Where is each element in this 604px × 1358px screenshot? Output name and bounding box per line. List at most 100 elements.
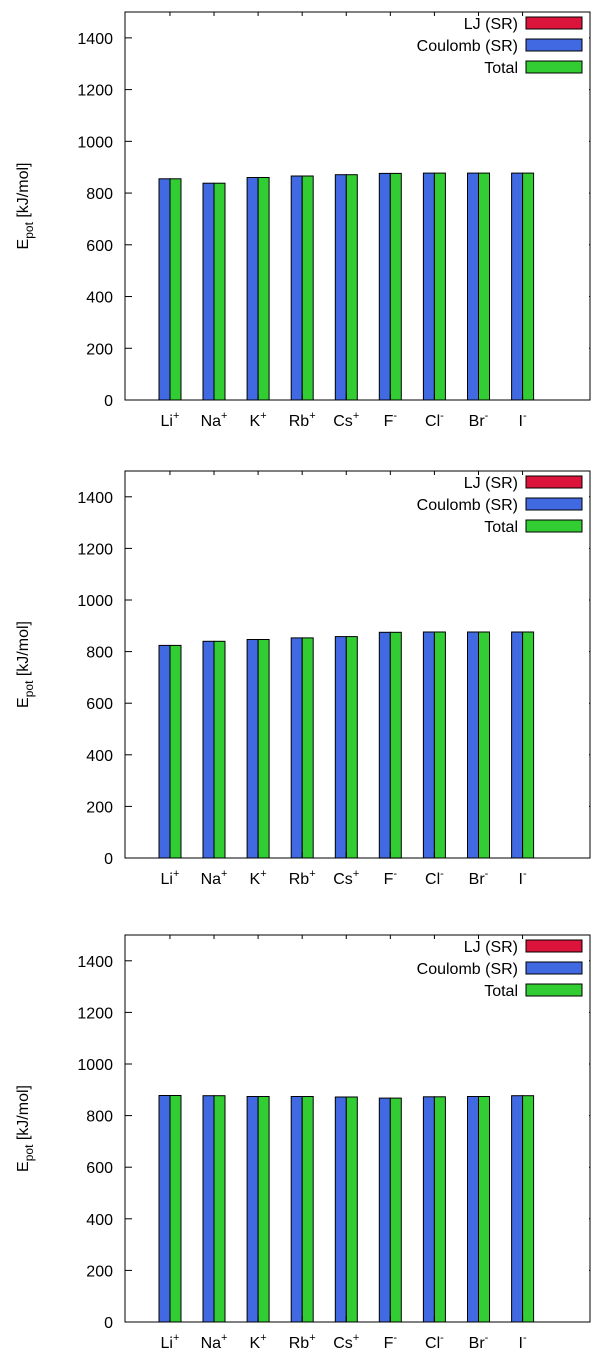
x-tick-label-sup: - xyxy=(485,1332,489,1344)
bar-coulomb-sr-8 xyxy=(467,631,479,859)
bar-coulomb-sr-5 xyxy=(334,1096,347,1323)
bar-coulomb-sr-9 xyxy=(511,631,524,859)
y-axis-label-unit: [kJ/mol] xyxy=(15,1085,32,1145)
x-tick-label-base: Br xyxy=(469,413,486,430)
y-tick-label: 0 xyxy=(104,393,113,410)
x-tick-label-sup: - xyxy=(523,868,527,880)
bar-coulomb-sr-4 xyxy=(290,175,303,401)
x-tick-label-sup: - xyxy=(393,868,397,880)
x-tick-label: Cl- xyxy=(425,1332,444,1352)
y-tick-label: 1400 xyxy=(77,954,113,971)
bar-coulomb-sr-1 xyxy=(158,644,171,859)
x-tick-label-base: F xyxy=(384,871,394,888)
x-tick-label-base: Li xyxy=(161,871,173,888)
bar-total-2 xyxy=(213,182,226,401)
y-axis-label-sub: pot xyxy=(22,221,36,238)
y-axis-label-unit: [kJ/mol] xyxy=(15,163,32,223)
legend-label: LJ (SR) xyxy=(464,475,518,492)
x-tick-label: Na+ xyxy=(201,1332,228,1352)
x-tick-label-base: I xyxy=(519,413,523,430)
y-tick-label: 400 xyxy=(86,748,113,765)
y-axis-label-sub: pot xyxy=(22,1144,36,1161)
x-tick-label-base: Li xyxy=(161,1335,173,1352)
legend-label: Total xyxy=(484,983,518,1000)
x-tick-label-base: F xyxy=(384,413,394,430)
bar-total-6 xyxy=(389,1097,402,1323)
bar-total-4 xyxy=(301,1096,314,1323)
x-tick-label: Cs+ xyxy=(333,868,359,888)
bar-total-8 xyxy=(478,631,490,859)
x-tick-label-base: I xyxy=(519,1335,523,1352)
x-tick-label-sup: + xyxy=(173,868,179,880)
x-tick-label-sup: + xyxy=(309,410,315,422)
bar-total-4 xyxy=(301,637,314,859)
legend: LJ (SR) Coulomb (SR) Total xyxy=(417,939,583,1000)
x-tick-label: Na+ xyxy=(201,868,228,888)
x-tick-label: F- xyxy=(384,1332,398,1352)
bar-coulomb-sr-2 xyxy=(202,1095,215,1323)
x-tick-label-sup: - xyxy=(485,410,489,422)
bar-coulomb-sr-1 xyxy=(158,178,171,401)
bar-total-1 xyxy=(169,644,182,859)
y-tick-label: 800 xyxy=(86,1109,113,1126)
bar-total-7 xyxy=(433,631,446,859)
legend-swatch xyxy=(525,939,583,953)
bar-coulomb-sr-5 xyxy=(334,636,347,859)
y-axis-label: Epot [kJ/mol] xyxy=(15,163,36,250)
bar-total-7 xyxy=(433,172,446,401)
legend-swatch xyxy=(525,16,583,30)
x-tick-label-sup: + xyxy=(353,1332,359,1344)
x-tick-label-base: Cl xyxy=(425,413,440,430)
x-tick-label: F- xyxy=(384,410,398,430)
x-tick-label-sup: + xyxy=(221,410,227,422)
x-tick-label-base: Cs xyxy=(333,413,353,430)
bar-coulomb-sr-8 xyxy=(467,172,479,401)
x-tick-label-base: Li xyxy=(161,413,173,430)
plot-frame xyxy=(124,934,591,1323)
bar-total-3 xyxy=(257,639,270,859)
bar-coulomb-sr-7 xyxy=(422,631,435,859)
bar-coulomb-sr-7 xyxy=(422,172,435,401)
x-tick-label-base: Na xyxy=(201,1335,222,1352)
x-tick-label-sup: + xyxy=(260,410,266,422)
x-tick-label-sup: + xyxy=(221,868,227,880)
x-tick-label: I- xyxy=(519,1332,527,1352)
x-tick-label-base: K xyxy=(250,1335,261,1352)
bar-coulomb-sr-9 xyxy=(511,1095,524,1323)
x-tick-label-base: F xyxy=(384,1335,394,1352)
y-axis-label-base: E xyxy=(15,697,32,708)
legend-label: Coulomb (SR) xyxy=(417,497,518,514)
bar-total-9 xyxy=(522,172,535,401)
plot-frame xyxy=(124,11,591,401)
x-tick-label: I- xyxy=(519,410,527,430)
legend-swatch xyxy=(525,38,583,52)
x-tick-label: I- xyxy=(519,868,527,888)
y-axis-label-unit: [kJ/mol] xyxy=(15,621,32,681)
y-tick-label: 600 xyxy=(86,1160,113,1177)
bar-coulomb-sr-4 xyxy=(290,1096,303,1323)
x-tick-label: Rb+ xyxy=(289,410,316,430)
y-tick-label: 200 xyxy=(86,1263,113,1280)
bar-coulomb-sr-3 xyxy=(246,1096,259,1323)
y-axis-label: Epot [kJ/mol] xyxy=(15,621,36,708)
bar-coulomb-sr-8 xyxy=(467,1096,479,1323)
x-tick-label: Cl- xyxy=(425,868,444,888)
legend-label: Coulomb (SR) xyxy=(417,38,518,55)
y-tick-label: 0 xyxy=(104,1315,113,1332)
x-tick-label-base: Br xyxy=(469,871,486,888)
bar-coulomb-sr-9 xyxy=(511,172,524,401)
bar-total-3 xyxy=(257,1096,270,1323)
bar-coulomb-sr-6 xyxy=(378,631,391,859)
legend-swatch xyxy=(525,60,583,74)
x-tick-label-sup: + xyxy=(173,410,179,422)
y-tick-label: 200 xyxy=(86,799,113,816)
bar-coulomb-sr-3 xyxy=(246,177,259,401)
y-tick-label: 1200 xyxy=(77,83,113,100)
x-tick-label: Rb+ xyxy=(289,868,316,888)
bar-total-9 xyxy=(522,1095,535,1323)
bar-coulomb-sr-3 xyxy=(246,639,259,859)
x-tick-label-sup: - xyxy=(440,868,444,880)
y-tick-label: 1200 xyxy=(77,1005,113,1022)
